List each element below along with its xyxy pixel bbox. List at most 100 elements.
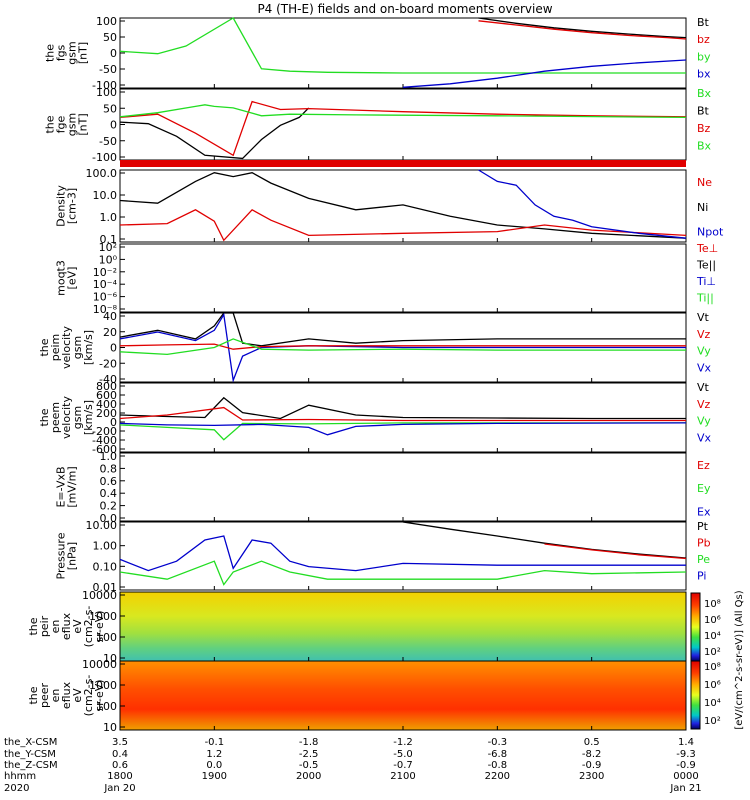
series-Pe xyxy=(119,560,687,586)
y-tick-label: -600 xyxy=(92,443,117,456)
series-bz xyxy=(478,20,687,40)
colorbar-tick-label: 10⁶ xyxy=(704,680,721,691)
x-tick-value: -0.9 xyxy=(676,760,696,771)
legend-Te||: Te|| xyxy=(696,259,716,272)
x-tick-value: 2300 xyxy=(579,771,604,782)
y-tick-label: 0 xyxy=(110,416,117,429)
y-tick-label: 0 xyxy=(110,342,117,355)
series-Pt xyxy=(402,521,687,559)
y-tick-label: 50 xyxy=(103,102,117,115)
colorbar-tick-label: 10⁸ xyxy=(704,599,721,610)
series-Pb xyxy=(544,543,687,560)
x-tick-value: 1.2 xyxy=(206,749,222,760)
y-tick-label: -50 xyxy=(99,135,117,148)
y-tick-label: 0 xyxy=(110,119,117,132)
y-tick-label: 10.0 xyxy=(93,189,118,202)
y-tick-label: 0.6 xyxy=(100,475,118,488)
x-row-label: 2020 xyxy=(4,783,29,794)
y-tick-label: 200 xyxy=(96,407,117,420)
legend-Vz: Vz xyxy=(697,398,711,411)
colorbar-label: [eV/(cm^2-s-sr-eV)] (All Qs) xyxy=(734,590,745,729)
legend-Ne: Ne xyxy=(697,176,712,189)
y-tick-label: -200 xyxy=(92,425,117,438)
series-Vz xyxy=(119,343,686,350)
y-tick-label: 0.8 xyxy=(100,462,118,475)
x-row-label: the_X-CSM xyxy=(4,737,57,748)
panel-peim: 40 20 0 -20 -40 thepeimvelocitygsm[km/s] Vt Vz V… xyxy=(38,310,712,386)
y-tick-label: 10 xyxy=(103,721,117,734)
y-tick-label: -50 xyxy=(99,63,117,76)
series-Npot xyxy=(478,169,687,239)
panel-ylabel: thefgsgsm[nT] xyxy=(44,41,90,64)
legend-Ti⊥: Ti⊥ xyxy=(696,275,716,288)
y-tick-label: 800 xyxy=(96,380,117,393)
legend-Ti||: Ti|| xyxy=(696,292,714,305)
legend-Ez: Ez xyxy=(697,459,710,472)
legend-Pb: Pb xyxy=(697,537,711,550)
y-tick-label: 1000 xyxy=(89,679,117,692)
legend-Vt: Vt xyxy=(697,311,710,324)
legend-Vx: Vx xyxy=(697,362,712,375)
legend-Vy: Vy xyxy=(697,415,711,428)
legend-Vz: Vz xyxy=(697,328,711,341)
legend-Npot: Npot xyxy=(697,226,724,239)
x-tick-value: -0.7 xyxy=(393,760,413,771)
legend-Bz: Bz xyxy=(697,122,711,135)
x-tick-value: 1800 xyxy=(107,771,132,782)
panel-ylabel: thepeirenefluxeV(cm2-s-sr-eV) xyxy=(27,606,106,648)
y-tick-label: 20 xyxy=(103,326,117,339)
x-tick-value: 0.4 xyxy=(112,749,128,760)
y-tick-label: 10000 xyxy=(82,589,117,602)
colorbar-top xyxy=(690,592,701,662)
series-Vx xyxy=(119,422,687,436)
y-tick-label: 10⁰ xyxy=(99,253,118,266)
x-tick-value: -0.9 xyxy=(582,760,602,771)
panel-fgs: 100 50 0 -50 -100 thefgsgsm[nT] Bt bz by bx xyxy=(44,15,711,92)
legend-Bt: Bt xyxy=(697,104,710,117)
y-tick-label: 100 xyxy=(96,86,117,99)
series-lines xyxy=(119,17,687,586)
y-tick-label: 0.0 xyxy=(100,512,118,525)
y-tick-label: 0.4 xyxy=(100,487,118,500)
x-tick-value: 3.5 xyxy=(112,737,128,748)
panel-pressure: 10.00 1.00 0.10 0.01 Pressure[nPa] Pt Pb Pe Pi xyxy=(55,519,711,594)
y-tick-label: 10⁻² xyxy=(93,266,117,279)
y-tick-label: 100 xyxy=(96,700,117,713)
panel-frame xyxy=(119,17,687,89)
y-tick-label: 1.0 xyxy=(100,450,118,463)
x-tick-value: 0000 xyxy=(673,771,698,782)
panel-ylabel: thefgegsm[nT] xyxy=(44,113,90,136)
x-tick-value: -9.3 xyxy=(676,749,696,760)
y-tick-label: 400 xyxy=(96,398,117,411)
x-row-label: the_Z-CSM xyxy=(4,760,58,771)
panels: 100500-50-100thefgsgsm[nT]Btbzbybx100500… xyxy=(27,15,724,734)
y-tick-label: 0.1 xyxy=(100,233,118,246)
legend-Ex: Ex xyxy=(697,505,711,518)
y-tick-label: 40 xyxy=(103,310,117,323)
colorbar-ticks: 10⁸ 10⁶ 10⁴ 10² 10⁸ 10⁶ 10⁴ 10² xyxy=(704,599,721,727)
series-Vy xyxy=(119,422,686,441)
y-tick-label: 1000 xyxy=(89,610,117,623)
series-Bz xyxy=(119,100,687,157)
series-Pi xyxy=(119,535,686,572)
series-bx xyxy=(402,59,687,88)
panel-ylabel: thepeerenefluxeV(cm2-s-sr-eV) xyxy=(27,675,106,717)
panel-ylabel: Density[cm-3] xyxy=(55,185,79,227)
y-tick-label: 0.10 xyxy=(93,560,118,573)
series-Bt xyxy=(478,17,687,39)
y-tick-label: -20 xyxy=(99,357,117,370)
legend-Pe: Pe xyxy=(697,553,710,566)
peir-spectrogram xyxy=(120,592,686,661)
x-tick-value: -0.3 xyxy=(488,737,508,748)
x-tick-value: 0.5 xyxy=(584,737,600,748)
legend-Pt: Pt xyxy=(697,520,709,533)
x-tick-value: 0.0 xyxy=(206,760,222,771)
y-tick-label: 100 xyxy=(96,15,117,28)
colorbar-bottom xyxy=(690,660,701,730)
x-tick-value: 0.6 xyxy=(112,760,128,771)
peer-spectrogram xyxy=(120,661,686,730)
y-tick-label: 0 xyxy=(110,47,117,60)
panel-ylabel: Pressure[nPa] xyxy=(55,532,79,579)
panel-ylabel: thepeemvelocitygsm[km/s] xyxy=(38,396,95,439)
